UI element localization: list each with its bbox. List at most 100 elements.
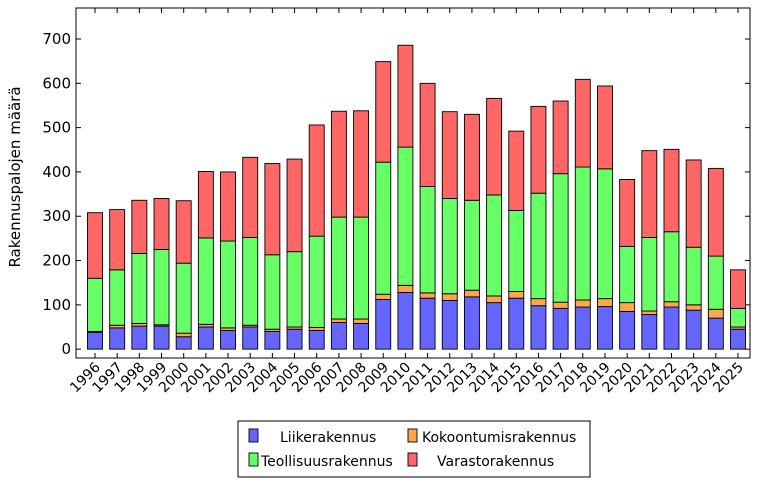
bar-segment-teollisuusrakennus	[286, 251, 303, 328]
bar-segment-kokoontumisrakennus	[441, 293, 458, 301]
bar-segment-liikerakennus	[131, 325, 148, 350]
y-tick-label: 500	[42, 119, 71, 137]
bar-segment-liikerakennus	[574, 306, 591, 350]
bar-segment-liikerakennus	[242, 326, 259, 350]
bar-segment-varastorakennus	[419, 82, 436, 188]
bars-layer	[87, 44, 746, 350]
bar-segment-liikerakennus	[220, 330, 236, 350]
bar-segment-liikerakennus	[109, 327, 126, 350]
bar-segment-liikerakennus	[441, 299, 458, 350]
bar-segment-teollisuusrakennus	[685, 246, 702, 306]
bar-segment-kokoontumisrakennus	[486, 295, 503, 304]
bar-segment-kokoontumisrakennus	[574, 299, 591, 308]
bar-segment-varastorakennus	[641, 150, 658, 238]
bar-segment-liikerakennus	[463, 296, 480, 350]
bar-segment-liikerakennus	[619, 311, 636, 350]
bar-segment-liikerakennus	[286, 328, 303, 350]
bar-segment-liikerakennus	[597, 306, 613, 350]
bar-segment-kokoontumisrakennus	[175, 332, 192, 338]
bar-segment-teollisuusrakennus	[330, 216, 347, 320]
bar-segment-teollisuusrakennus	[463, 199, 480, 291]
bar-segment-varastorakennus	[220, 171, 236, 242]
bar-segment-teollisuusrakennus	[552, 173, 569, 303]
bar-segment-varastorakennus	[552, 100, 569, 175]
bar-segment-liikerakennus	[685, 309, 702, 350]
legend-swatch-liikerakennus	[248, 428, 259, 443]
bar-segment-kokoontumisrakennus	[619, 302, 636, 312]
bar-segment-varastorakennus	[663, 148, 680, 233]
bar-segment-teollisuusrakennus	[220, 240, 236, 329]
bar-segment-varastorakennus	[508, 130, 525, 211]
bar-segment-liikerakennus	[153, 325, 170, 350]
legend: Liikerakennus Kokoontumisrakennus Teollisu…	[237, 420, 591, 478]
bar-segment-kokoontumisrakennus	[663, 301, 680, 308]
bar-segment-liikerakennus	[641, 314, 658, 350]
y-tick-label: 200	[42, 252, 71, 270]
bar-segment-liikerakennus	[663, 306, 680, 350]
bar-segment-varastorakennus	[397, 44, 414, 148]
bar-segment-varastorakennus	[441, 111, 458, 199]
bar-segment-kokoontumisrakennus	[308, 326, 325, 331]
legend-swatch-kokoontumisrakennus	[407, 428, 418, 443]
y-tick-label: 300	[42, 207, 71, 225]
bar-segment-teollisuusrakennus	[441, 198, 458, 295]
bar-segment-varastorakennus	[486, 97, 503, 196]
bar-segment-teollisuusrakennus	[730, 307, 746, 328]
bar-segment-liikerakennus	[375, 299, 392, 350]
bar-segment-teollisuusrakennus	[508, 210, 525, 293]
legend-swatch-teollisuusrakennus	[248, 452, 259, 467]
y-tick-label: 0	[61, 340, 71, 358]
bar-segment-teollisuusrakennus	[574, 166, 591, 301]
x-axis: 1996199719981999200020012002200320042005…	[67, 8, 747, 396]
bar-segment-teollisuusrakennus	[397, 146, 414, 286]
bar-segment-kokoontumisrakennus	[707, 308, 724, 319]
bar-segment-varastorakennus	[730, 269, 746, 309]
bar-segment-varastorakennus	[375, 61, 392, 163]
legend-label-kokoontumisrakennus: Kokoontumisrakennus	[422, 430, 576, 446]
bar-segment-liikerakennus	[330, 322, 347, 350]
bar-segment-varastorakennus	[685, 159, 702, 248]
bar-segment-teollisuusrakennus	[264, 254, 281, 330]
bar-segment-kokoontumisrakennus	[597, 298, 613, 308]
bar-segment-liikerakennus	[197, 326, 214, 350]
bar-segment-varastorakennus	[597, 85, 613, 170]
bar-segment-teollisuusrakennus	[375, 161, 392, 295]
bar-segment-teollisuusrakennus	[308, 235, 325, 328]
bar-segment-teollisuusrakennus	[197, 237, 214, 325]
bar-segment-liikerakennus	[730, 328, 746, 350]
bar-segment-varastorakennus	[131, 199, 148, 254]
bar-segment-teollisuusrakennus	[619, 245, 636, 304]
bar-segment-varastorakennus	[286, 158, 303, 253]
bar-segment-kokoontumisrakennus	[375, 293, 392, 300]
bar-segment-liikerakennus	[353, 322, 370, 350]
bar-segment-varastorakennus	[87, 212, 103, 279]
legend-label-liikerakennus: Liikerakennus	[280, 430, 376, 446]
bar-segment-liikerakennus	[397, 291, 414, 350]
bar-segment-kokoontumisrakennus	[530, 298, 547, 307]
bar-segment-varastorakennus	[353, 110, 370, 218]
bar-segment-teollisuusrakennus	[707, 255, 724, 310]
bar-segment-kokoontumisrakennus	[397, 284, 414, 293]
y-tick-label: 600	[42, 74, 71, 92]
bar-segment-liikerakennus	[486, 302, 503, 350]
bar-segment-liikerakennus	[87, 331, 103, 350]
bar-segment-teollisuusrakennus	[109, 269, 126, 326]
bar-segment-liikerakennus	[419, 297, 436, 350]
bar-segment-teollisuusrakennus	[419, 186, 436, 294]
bar-segment-teollisuusrakennus	[530, 192, 547, 300]
legend-label-varastorakennus: Varastorakennus	[437, 454, 554, 470]
legend-label-teollisuusrakennus: Teollisuusrakennus	[260, 454, 393, 470]
bar-segment-kokoontumisrakennus	[641, 310, 658, 316]
bar-segment-teollisuusrakennus	[486, 194, 503, 297]
legend-swatch-varastorakennus	[407, 452, 418, 467]
bar-segment-varastorakennus	[308, 124, 325, 237]
bar-segment-liikerakennus	[552, 307, 569, 350]
bar-segment-liikerakennus	[530, 305, 547, 350]
bar-segment-kokoontumisrakennus	[685, 304, 702, 311]
bar-segment-kokoontumisrakennus	[419, 292, 436, 299]
y-axis: 0 100 200 300 400 500 600 700	[42, 30, 750, 358]
bar-segment-kokoontumisrakennus	[463, 289, 480, 298]
y-tick-label: 400	[42, 163, 71, 181]
bar-segment-varastorakennus	[197, 171, 214, 239]
